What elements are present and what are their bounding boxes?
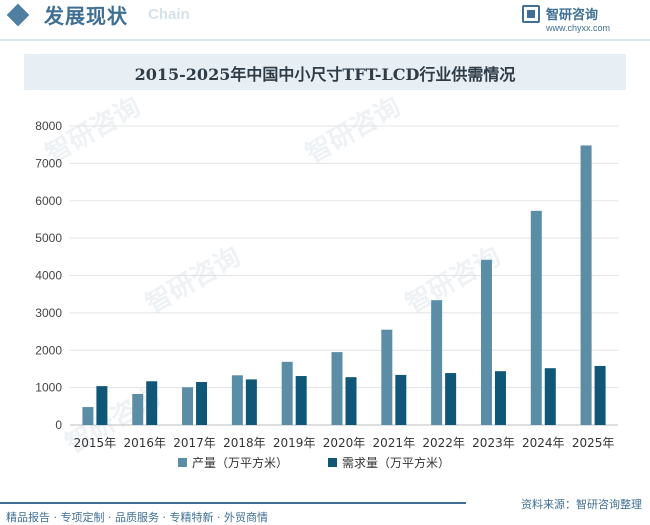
section-title: 发展现状: [44, 4, 128, 28]
x-tick-label: 2016年: [123, 436, 166, 450]
brand-logo-icon: [522, 5, 540, 23]
production-bar: [231, 375, 243, 425]
header-divider: [0, 39, 650, 41]
brand: 智研咨询 www.chyxx.com: [522, 4, 642, 36]
chart-title-band: 2015-2025年中国中小尺寸TFT-LCD行业供需情况: [24, 54, 626, 90]
production-bar: [431, 300, 443, 425]
x-tick-label: 2020年: [323, 436, 366, 450]
brand-url: www.chyxx.com: [546, 23, 611, 33]
production-bar: [530, 210, 542, 425]
y-tick-label: 8000: [35, 119, 62, 133]
demand-bar: [245, 379, 257, 425]
x-tick-label: 2024年: [522, 436, 565, 450]
demand-bar: [96, 386, 108, 425]
x-tick-label: 2017年: [173, 436, 216, 450]
x-tick-label: 2025年: [572, 436, 615, 450]
production-bar: [182, 387, 194, 425]
y-tick-label: 7000: [35, 156, 62, 170]
chart-title: 2015-2025年中国中小尺寸TFT-LCD行业供需情况: [134, 65, 516, 84]
x-tick-label: 2018年: [223, 436, 266, 450]
production-bar: [331, 352, 343, 425]
y-tick-label: 0: [55, 418, 62, 432]
demand-bar: [196, 382, 208, 425]
demand-bar: [445, 373, 457, 425]
production-bar: [381, 329, 393, 425]
demand-bar: [594, 365, 606, 425]
x-tick-label: 2022年: [422, 436, 465, 450]
demand-bar: [345, 377, 357, 425]
production-bar: [132, 393, 144, 425]
legend-label: 产量（万平方米）: [192, 455, 288, 470]
legend-swatch: [178, 458, 187, 467]
y-tick-label: 2000: [35, 343, 62, 357]
production-bar: [82, 407, 94, 425]
demand-bar: [146, 381, 158, 425]
section-subtitle: Chain: [148, 6, 190, 23]
legend-label: 需求量（万平方米）: [342, 455, 450, 470]
demand-bar: [295, 376, 307, 425]
y-tick-label: 3000: [35, 306, 62, 320]
y-tick-label: 1000: [35, 381, 62, 395]
y-tick-label: 4000: [35, 269, 62, 283]
x-tick-label: 2021年: [373, 436, 416, 450]
demand-bar: [395, 374, 407, 425]
y-tick-label: 5000: [35, 231, 62, 245]
production-bar: [281, 361, 293, 425]
y-tick-label: 6000: [35, 194, 62, 208]
production-bar: [580, 145, 592, 425]
x-tick-label: 2019年: [273, 436, 316, 450]
section-header: 发展现状 Chain 智研咨询 www.chyxx.com: [0, 0, 650, 41]
x-tick-label: 2015年: [74, 436, 117, 450]
demand-bar: [494, 371, 506, 425]
footer-source: 资料来源：智研咨询整理: [521, 498, 642, 511]
demand-bar: [544, 368, 556, 425]
production-bar: [480, 259, 492, 425]
brand-name: 智研咨询: [546, 8, 599, 23]
footer-divider: [0, 502, 466, 504]
legend-swatch: [328, 458, 337, 467]
x-tick-label: 2023年: [472, 436, 515, 450]
footer-services: 精品报告 · 专项定制 · 品质服务 · 专精特新 · 外贸商情: [6, 511, 268, 524]
